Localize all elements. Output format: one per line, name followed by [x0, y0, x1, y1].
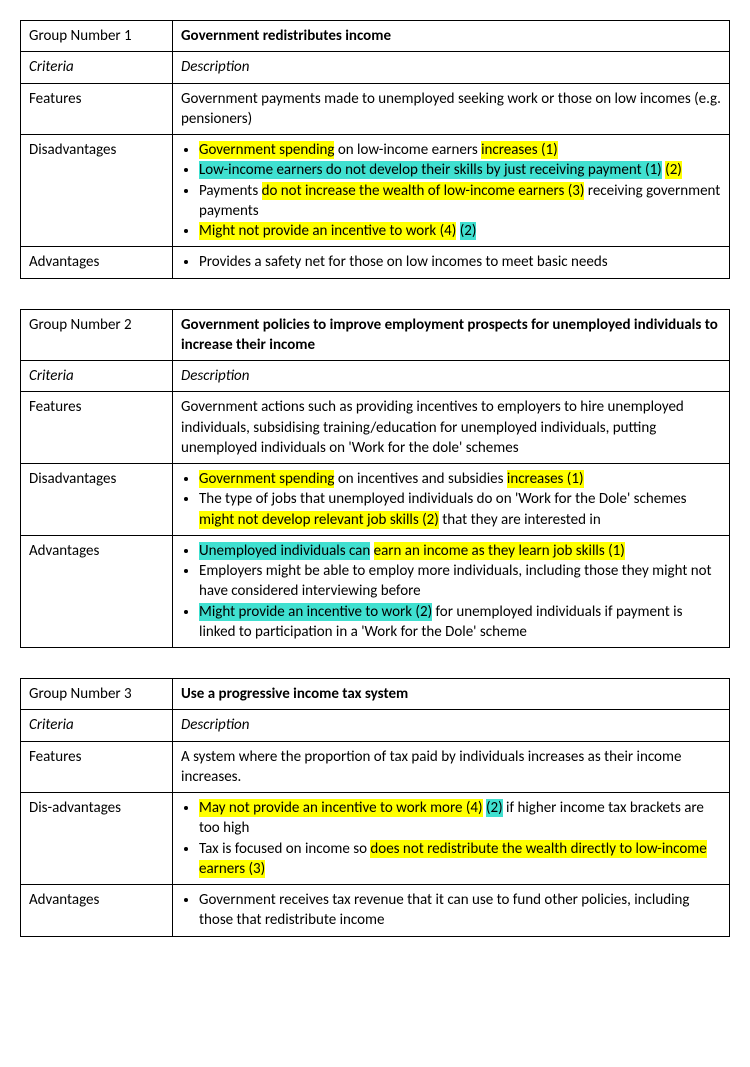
text-segment: increases (1)	[507, 470, 584, 488]
list-item: Might provide an incentive to work (2) f…	[199, 602, 721, 643]
group-number-label: Group Number 3	[21, 679, 173, 710]
text-segment: do not increase the wealth of low-income…	[262, 182, 585, 200]
text-segment: Might provide an incentive to work (2)	[199, 603, 432, 621]
row-content: Government payments made to unemployed s…	[173, 83, 730, 135]
description-header: Description	[173, 710, 730, 741]
text-segment: increases (1)	[481, 141, 558, 159]
text-segment: on low-income earners	[334, 141, 481, 159]
text-segment: Low-income earners do not develop their …	[199, 161, 662, 179]
text-segment: (2)	[486, 799, 503, 817]
row-label: Features	[21, 392, 173, 464]
criteria-header: Criteria	[21, 52, 173, 83]
criteria-header: Criteria	[21, 361, 173, 392]
text-segment: Government receives tax revenue that it …	[199, 891, 689, 929]
row-content: Government actions such as providing inc…	[173, 392, 730, 464]
row-label: Advantages	[21, 247, 173, 278]
description-header: Description	[173, 52, 730, 83]
group-title: Government policies to improve employmen…	[173, 309, 730, 361]
criteria-header: Criteria	[21, 710, 173, 741]
text-segment: (2)	[665, 161, 682, 179]
list-item: Government spending on low-income earner…	[199, 140, 721, 160]
text-segment: The type of jobs that unemployed individ…	[199, 490, 687, 508]
text-segment: (2)	[460, 222, 477, 240]
row-label: Dis-advantages	[21, 793, 173, 885]
row-label: Advantages	[21, 885, 173, 937]
bullet-list: Government receives tax revenue that it …	[181, 890, 721, 931]
text-segment: Tax is focused on income so	[199, 840, 370, 858]
group-table: Group Number 3Use a progressive income t…	[20, 678, 730, 937]
text-segment: Government spending	[199, 470, 334, 488]
group-title: Use a progressive income tax system	[173, 679, 730, 710]
group-table: Group Number 2Government policies to imp…	[20, 309, 730, 649]
list-item: Employers might be able to employ more i…	[199, 561, 721, 602]
document-root: Group Number 1Government redistributes i…	[20, 20, 730, 937]
text-segment: that they are interested in	[439, 511, 601, 529]
bullet-list: Government spending on incentives and su…	[181, 469, 721, 530]
text-segment: Might not provide an incentive to work (…	[199, 222, 456, 240]
text-segment: May not provide an incentive to work mor…	[199, 799, 483, 817]
row-content: May not provide an incentive to work mor…	[173, 793, 730, 885]
text-segment: Government spending	[199, 141, 334, 159]
row-text: A system where the proportion of tax pai…	[181, 748, 681, 786]
row-label: Features	[21, 741, 173, 793]
row-content: A system where the proportion of tax pai…	[173, 741, 730, 793]
list-item: The type of jobs that unemployed individ…	[199, 489, 721, 530]
group-number-label: Group Number 1	[21, 21, 173, 52]
text-segment: Employers might be able to employ more i…	[199, 562, 712, 600]
row-text: Government payments made to unemployed s…	[181, 90, 721, 128]
group-number-label: Group Number 2	[21, 309, 173, 361]
row-label: Disadvantages	[21, 135, 173, 247]
bullet-list: Provides a safety net for those on low i…	[181, 252, 721, 272]
row-label: Advantages	[21, 535, 173, 647]
row-text: Government actions such as providing inc…	[181, 398, 684, 457]
list-item: Low-income earners do not develop their …	[199, 160, 721, 180]
list-item: Government receives tax revenue that it …	[199, 890, 721, 931]
bullet-list: Government spending on low-income earner…	[181, 140, 721, 241]
text-segment: Payments	[199, 182, 262, 200]
text-segment: on incentives and subsidies	[334, 470, 506, 488]
list-item: Might not provide an incentive to work (…	[199, 221, 721, 241]
text-segment: Unemployed individuals can	[199, 542, 370, 560]
bullet-list: Unemployed individuals can earn an incom…	[181, 541, 721, 642]
row-content: Unemployed individuals can earn an incom…	[173, 535, 730, 647]
list-item: Provides a safety net for those on low i…	[199, 252, 721, 272]
list-item: Payments do not increase the wealth of l…	[199, 181, 721, 222]
list-item: Tax is focused on income so does not red…	[199, 839, 721, 880]
text-segment: might not develop relevant job skills (2…	[199, 511, 439, 529]
row-label: Disadvantages	[21, 464, 173, 536]
row-content: Provides a safety net for those on low i…	[173, 247, 730, 278]
list-item: May not provide an incentive to work mor…	[199, 798, 721, 839]
description-header: Description	[173, 361, 730, 392]
text-segment: Provides a safety net for those on low i…	[199, 253, 608, 271]
row-content: Government spending on low-income earner…	[173, 135, 730, 247]
row-content: Government receives tax revenue that it …	[173, 885, 730, 937]
row-content: Government spending on incentives and su…	[173, 464, 730, 536]
list-item: Unemployed individuals can earn an incom…	[199, 541, 721, 561]
row-label: Features	[21, 83, 173, 135]
list-item: Government spending on incentives and su…	[199, 469, 721, 489]
group-table: Group Number 1Government redistributes i…	[20, 20, 730, 279]
text-segment: earn an income as they learn job skills …	[374, 542, 625, 560]
bullet-list: May not provide an incentive to work mor…	[181, 798, 721, 879]
group-title: Government redistributes income	[173, 21, 730, 52]
